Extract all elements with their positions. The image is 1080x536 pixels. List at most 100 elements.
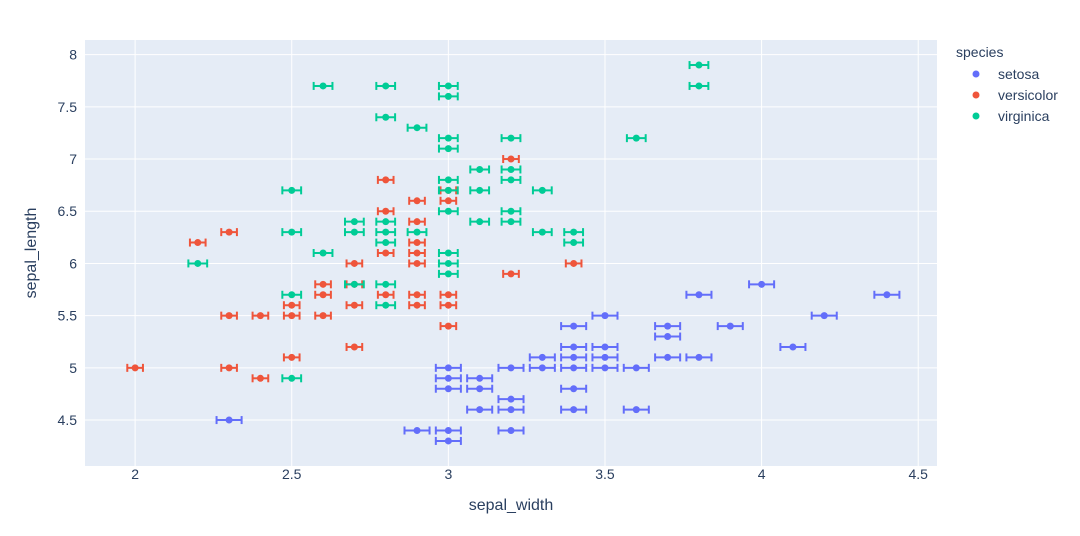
- legend-item-virginica[interactable]: virginica: [972, 108, 1050, 124]
- virginica-point[interactable]: [343, 280, 365, 289]
- versicolor-point[interactable]: [188, 238, 207, 247]
- setosa-point[interactable]: [591, 342, 619, 351]
- setosa-point[interactable]: [403, 426, 431, 435]
- versicolor-point[interactable]: [439, 290, 458, 299]
- setosa-point[interactable]: [434, 426, 462, 435]
- virginica-point[interactable]: [375, 81, 397, 90]
- setosa-point[interactable]: [466, 405, 494, 414]
- setosa-point[interactable]: [215, 416, 243, 425]
- virginica-point[interactable]: [500, 207, 522, 216]
- virginica-point[interactable]: [563, 238, 585, 247]
- virginica-point[interactable]: [406, 228, 428, 237]
- virginica-point[interactable]: [437, 259, 459, 268]
- virginica-point[interactable]: [281, 374, 303, 383]
- virginica-point[interactable]: [531, 228, 553, 237]
- virginica-point[interactable]: [375, 228, 397, 237]
- virginica-point[interactable]: [437, 249, 459, 257]
- virginica-point[interactable]: [437, 175, 459, 184]
- setosa-point[interactable]: [654, 332, 682, 341]
- setosa-point[interactable]: [654, 322, 682, 331]
- virginica-point[interactable]: [469, 217, 491, 226]
- setosa-point[interactable]: [560, 384, 588, 393]
- virginica-point[interactable]: [281, 228, 303, 237]
- setosa-point[interactable]: [560, 342, 588, 351]
- versicolor-point[interactable]: [314, 280, 332, 289]
- virginica-point[interactable]: [469, 186, 491, 195]
- setosa-point[interactable]: [497, 426, 525, 435]
- virginica-point[interactable]: [531, 186, 553, 195]
- versicolor-point[interactable]: [282, 301, 301, 310]
- versicolor-point[interactable]: [220, 363, 238, 372]
- versicolor-point[interactable]: [251, 374, 270, 383]
- versicolor-point[interactable]: [376, 290, 395, 299]
- versicolor-point[interactable]: [251, 311, 270, 320]
- setosa-point[interactable]: [685, 290, 713, 299]
- versicolor-point[interactable]: [345, 301, 364, 310]
- versicolor-point[interactable]: [376, 175, 395, 184]
- versicolor-point[interactable]: [408, 301, 426, 310]
- virginica-point[interactable]: [375, 280, 397, 289]
- virginica-point[interactable]: [375, 113, 397, 122]
- setosa-point[interactable]: [560, 322, 588, 331]
- setosa-point[interactable]: [685, 353, 713, 362]
- setosa-point[interactable]: [591, 353, 619, 362]
- setosa-point[interactable]: [528, 353, 556, 362]
- setosa-point[interactable]: [622, 405, 650, 414]
- virginica-point[interactable]: [281, 186, 303, 195]
- setosa-point[interactable]: [497, 395, 525, 404]
- setosa-point[interactable]: [622, 363, 650, 372]
- legend-item-setosa[interactable]: setosa: [972, 66, 1040, 82]
- setosa-point[interactable]: [434, 384, 462, 393]
- setosa-point[interactable]: [810, 311, 838, 320]
- versicolor-point[interactable]: [408, 217, 426, 226]
- versicolor-point[interactable]: [126, 363, 144, 372]
- versicolor-point[interactable]: [345, 259, 364, 268]
- virginica-point[interactable]: [500, 217, 522, 226]
- legend-item-versicolor[interactable]: versicolor: [972, 87, 1059, 103]
- setosa-point[interactable]: [497, 405, 525, 414]
- versicolor-point[interactable]: [564, 259, 583, 268]
- virginica-point[interactable]: [625, 134, 647, 143]
- virginica-point[interactable]: [500, 165, 522, 174]
- versicolor-point[interactable]: [439, 322, 458, 331]
- versicolor-point[interactable]: [376, 207, 395, 216]
- versicolor-point[interactable]: [220, 228, 238, 237]
- versicolor-point[interactable]: [502, 269, 520, 278]
- virginica-point[interactable]: [437, 186, 459, 195]
- legend[interactable]: species setosa versicolor virginica: [956, 44, 1058, 124]
- virginica-point[interactable]: [312, 249, 334, 257]
- virginica-point[interactable]: [437, 207, 459, 216]
- versicolor-point[interactable]: [439, 301, 458, 310]
- versicolor-point[interactable]: [314, 290, 332, 299]
- versicolor-point[interactable]: [376, 249, 395, 257]
- versicolor-point[interactable]: [282, 311, 301, 320]
- versicolor-point[interactable]: [408, 238, 426, 247]
- virginica-point[interactable]: [437, 92, 459, 101]
- versicolor-point[interactable]: [408, 249, 426, 257]
- versicolor-point[interactable]: [282, 353, 301, 362]
- virginica-point[interactable]: [375, 301, 397, 310]
- versicolor-point[interactable]: [408, 196, 426, 205]
- virginica-point[interactable]: [500, 175, 522, 184]
- virginica-point[interactable]: [688, 81, 710, 90]
- setosa-point[interactable]: [497, 363, 525, 372]
- setosa-point[interactable]: [434, 436, 462, 445]
- versicolor-point[interactable]: [345, 342, 364, 351]
- setosa-point[interactable]: [466, 384, 494, 393]
- setosa-point[interactable]: [560, 405, 588, 414]
- virginica-point[interactable]: [563, 228, 585, 237]
- virginica-point[interactable]: [437, 81, 459, 90]
- setosa-point[interactable]: [466, 374, 494, 383]
- setosa-point[interactable]: [560, 363, 588, 372]
- virginica-point[interactable]: [375, 238, 397, 247]
- setosa-point[interactable]: [528, 363, 556, 372]
- setosa-point[interactable]: [716, 322, 744, 331]
- versicolor-point[interactable]: [408, 290, 426, 299]
- versicolor-point[interactable]: [220, 311, 238, 320]
- setosa-point[interactable]: [654, 353, 682, 362]
- setosa-point[interactable]: [748, 280, 776, 289]
- versicolor-point[interactable]: [502, 155, 520, 164]
- setosa-point[interactable]: [591, 363, 619, 372]
- virginica-point[interactable]: [343, 228, 365, 237]
- setosa-point[interactable]: [434, 363, 462, 372]
